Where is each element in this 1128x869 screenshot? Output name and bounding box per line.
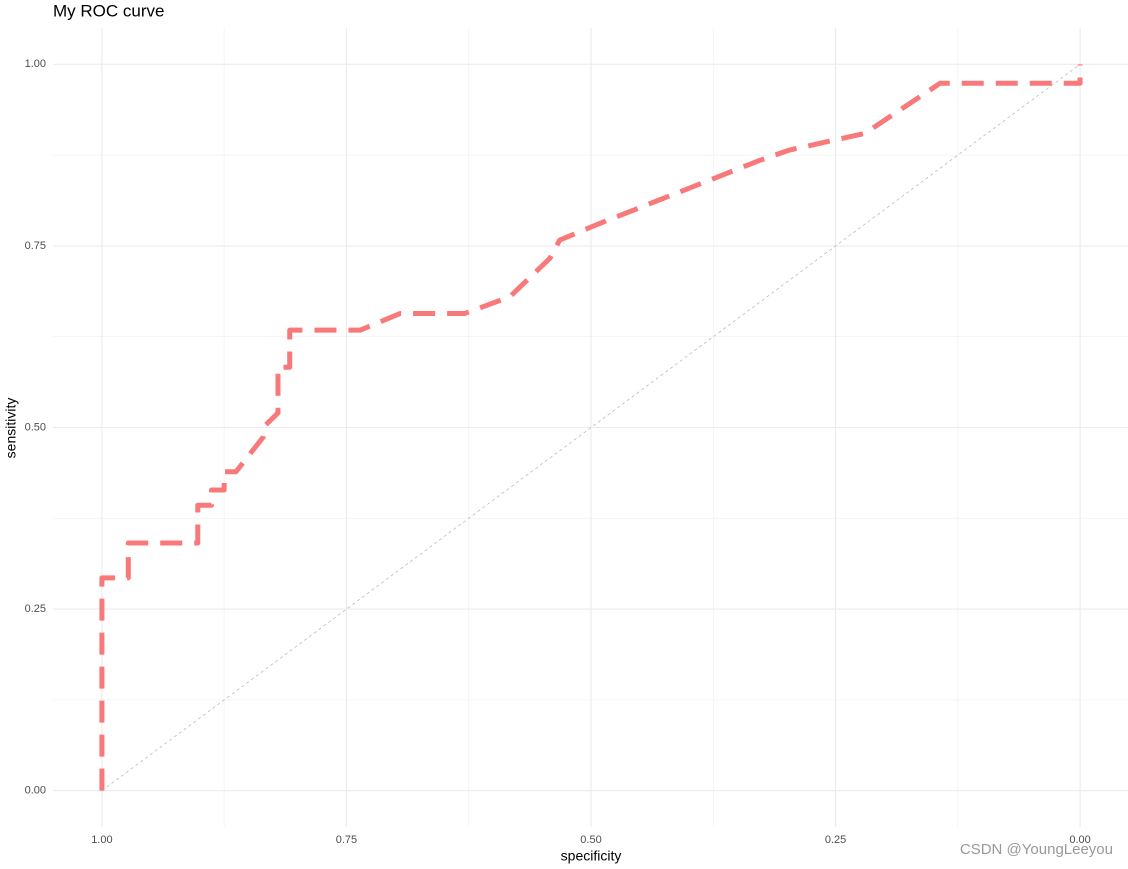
x-axis-title: specificity xyxy=(561,848,622,864)
y-axis-title: sensitivity xyxy=(3,398,19,459)
reference-line xyxy=(101,63,1081,792)
x-tick-label: 0.50 xyxy=(580,834,601,846)
y-tick-label: 1.00 xyxy=(25,58,46,70)
roc-line xyxy=(99,64,1083,791)
y-tick-label: 0.50 xyxy=(25,421,46,433)
chart-title: My ROC curve xyxy=(53,1,164,20)
y-tick-label: 0.00 xyxy=(25,785,46,797)
x-tick-label: 0.00 xyxy=(1069,834,1090,846)
y-tick-label: 0.75 xyxy=(25,240,46,252)
watermark: CSDN @YoungLeeyou xyxy=(960,841,1113,858)
x-tick-label: 0.25 xyxy=(825,834,846,846)
y-tick-label: 0.25 xyxy=(25,603,46,615)
x-tick-label: 1.00 xyxy=(91,834,112,846)
x-tick-label: 0.75 xyxy=(336,834,357,846)
